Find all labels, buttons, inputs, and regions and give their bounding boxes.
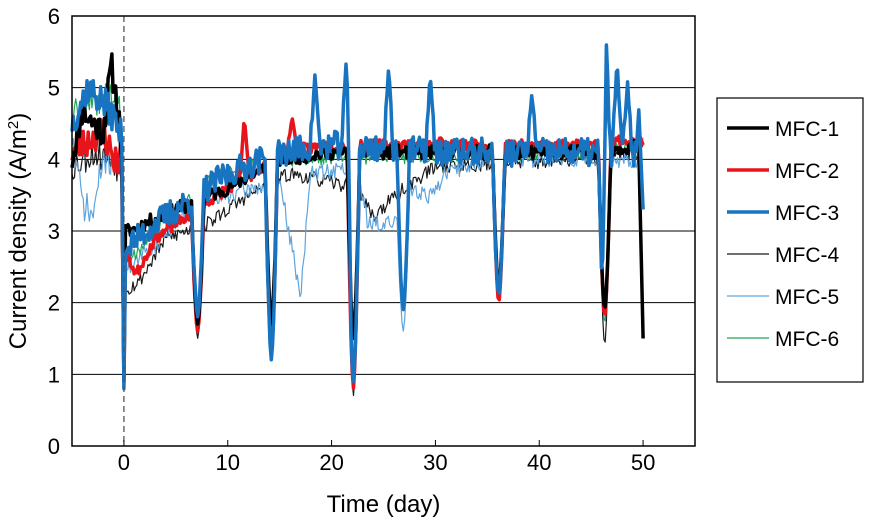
x-tick-label: 10: [216, 450, 240, 475]
x-tick-label: 50: [631, 450, 655, 475]
legend-label: MFC-2: [775, 160, 839, 183]
x-axis-title: Time (day): [327, 491, 441, 518]
legend-label: MFC-4: [775, 244, 839, 267]
legend-label: MFC-6: [775, 328, 839, 351]
x-tick-label: 40: [527, 450, 551, 475]
y-tick-label: 0: [48, 434, 60, 459]
legend-label: MFC-5: [775, 286, 839, 309]
y-tick-labels: 0 1 2 3 4 5 6: [48, 4, 60, 459]
y-tick-label: 6: [48, 4, 60, 29]
legend-label: MFC-3: [775, 202, 839, 225]
y-axis-title-main: Current density (A/m: [5, 129, 32, 349]
legend-box: [716, 97, 864, 383]
y-tick-label: 2: [48, 291, 60, 316]
y-axis-title-superscript: 2: [5, 121, 22, 129]
y-axis-title: Current density (A/m2): [5, 113, 33, 349]
y-axis-title-close: ): [5, 113, 32, 121]
x-tick-label: 30: [423, 450, 447, 475]
x-tick-label: 0: [118, 450, 130, 475]
y-tick-label: 3: [48, 219, 60, 244]
series-lines: [70, 43, 645, 397]
legend-label: MFC-1: [775, 118, 839, 141]
series-line-mfc-3: [70, 43, 645, 391]
y-tick-label: 4: [48, 147, 60, 172]
x-tick-label: 20: [319, 450, 343, 475]
legend: MFC-1 MFC-2 MFC-3 MFC-4 MFC-5 MFC-6: [716, 97, 864, 383]
x-tick-labels: 0 10 20 30 40 50: [118, 440, 655, 475]
plot-area-frame: [71, 15, 696, 447]
y-tick-label: 5: [48, 76, 60, 101]
y-tick-label: 1: [48, 362, 60, 387]
